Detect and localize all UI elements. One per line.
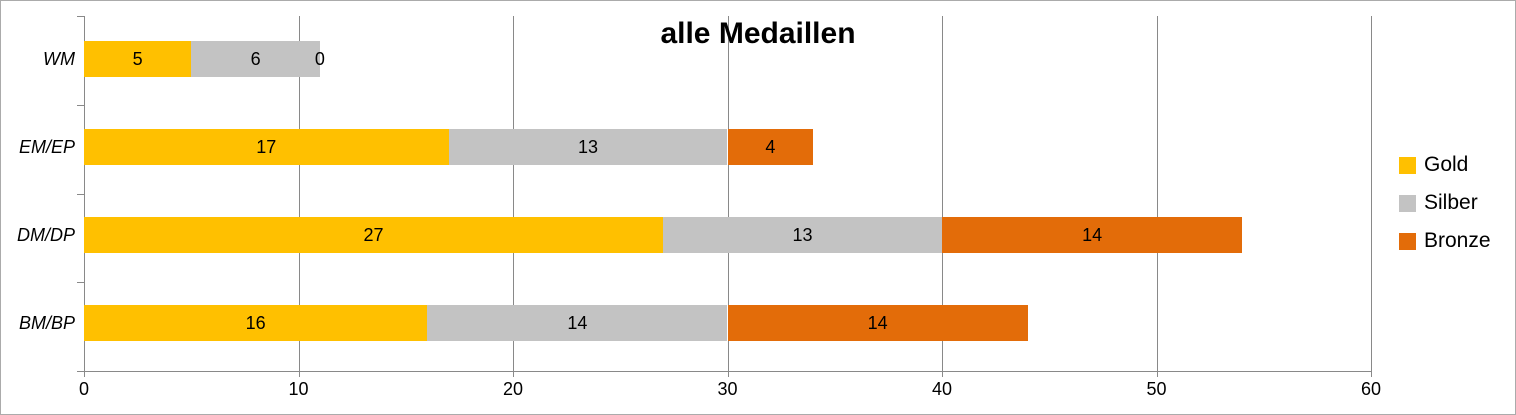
x-tick-label: 20 [502, 379, 524, 399]
y-axis-tick [77, 282, 84, 284]
y-axis-tick [77, 193, 84, 195]
category-label: DM/DP [17, 225, 75, 245]
bar-segment-silber [427, 305, 728, 341]
bar-segment-gold [84, 41, 192, 77]
x-tick-label: 40 [931, 379, 953, 399]
x-axis-tick [298, 371, 300, 377]
bar-segment-bronze [942, 217, 1243, 253]
legend-swatch-gold [1399, 156, 1416, 174]
x-tick-label: 30 [717, 379, 738, 399]
y-axis-tick [77, 16, 84, 17]
bar-segment-gold [84, 129, 449, 165]
bar-segment-silber [663, 217, 942, 253]
bar-segment-bronze [727, 129, 814, 165]
x-tick-label: 0 [78, 379, 89, 399]
x-axis-tick [942, 371, 943, 377]
bar-value-label: 14 [1082, 225, 1103, 245]
legend-item-bronze: Bronze [1399, 229, 1491, 253]
category-label: WM [43, 49, 75, 69]
bar-value-label: 5 [132, 49, 143, 69]
gridline [727, 16, 729, 371]
y-axis-line [84, 16, 85, 377]
bar-value-label: 13 [792, 225, 813, 245]
legend-item-gold: Gold [1399, 153, 1491, 177]
x-tick-label: 60 [1360, 379, 1382, 399]
bar-segment-bronze [727, 305, 1028, 341]
gridline [298, 16, 300, 371]
bar-value-label: 14 [867, 313, 888, 333]
bar-value-label: 14 [567, 313, 588, 333]
bar-value-label: 13 [578, 137, 599, 157]
y-axis-tick [77, 371, 84, 372]
x-axis-tick [1371, 371, 1372, 377]
bar-value-label: 0 [314, 49, 325, 69]
x-tick-label: 10 [288, 379, 309, 399]
bar-value-label: 6 [250, 49, 261, 69]
legend-item-silber: Silber [1399, 191, 1491, 215]
gridline [1156, 16, 1158, 371]
gridline [1371, 16, 1372, 371]
legend: Gold Silber Bronze [1399, 153, 1491, 253]
legend-label: Bronze [1424, 229, 1491, 252]
bar-segment-gold [84, 217, 664, 253]
legend-swatch-bronze [1399, 232, 1416, 250]
x-tick-label: 50 [1146, 379, 1167, 399]
x-axis-tick [513, 371, 514, 377]
bar-value-label: 17 [256, 137, 277, 157]
x-axis-tick [727, 371, 729, 377]
bar-value-label: 16 [245, 313, 266, 333]
gridline [942, 16, 943, 371]
legend-label: Silber [1424, 191, 1478, 214]
legend-swatch-silber [1399, 194, 1416, 212]
legend-label: Gold [1424, 153, 1469, 176]
bar-segment-silber [191, 41, 320, 77]
bar-segment-gold [84, 305, 428, 341]
bar-segment-silber [448, 129, 728, 165]
x-axis-tick [1156, 371, 1158, 377]
category-label: BM/BP [18, 313, 75, 333]
bar-value-label: 4 [765, 137, 776, 157]
y-axis-tick [77, 104, 84, 106]
gridline [513, 16, 514, 371]
chart-title: alle Medaillen [660, 17, 856, 50]
bar-value-label: 27 [363, 225, 384, 245]
x-axis-line [84, 371, 1372, 372]
category-label: EM/EP [18, 137, 75, 157]
